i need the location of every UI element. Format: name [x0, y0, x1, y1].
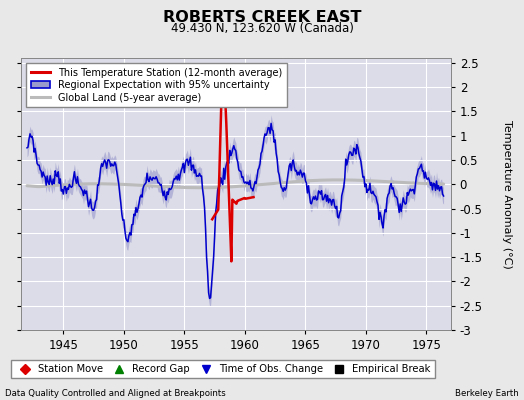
- Legend: Station Move, Record Gap, Time of Obs. Change, Empirical Break: Station Move, Record Gap, Time of Obs. C…: [12, 360, 434, 378]
- Text: ROBERTS CREEK EAST: ROBERTS CREEK EAST: [163, 10, 361, 25]
- Text: 49.430 N, 123.620 W (Canada): 49.430 N, 123.620 W (Canada): [171, 22, 353, 35]
- Text: Berkeley Earth: Berkeley Earth: [455, 389, 519, 398]
- Y-axis label: Temperature Anomaly (°C): Temperature Anomaly (°C): [502, 120, 512, 268]
- Text: Data Quality Controlled and Aligned at Breakpoints: Data Quality Controlled and Aligned at B…: [5, 389, 226, 398]
